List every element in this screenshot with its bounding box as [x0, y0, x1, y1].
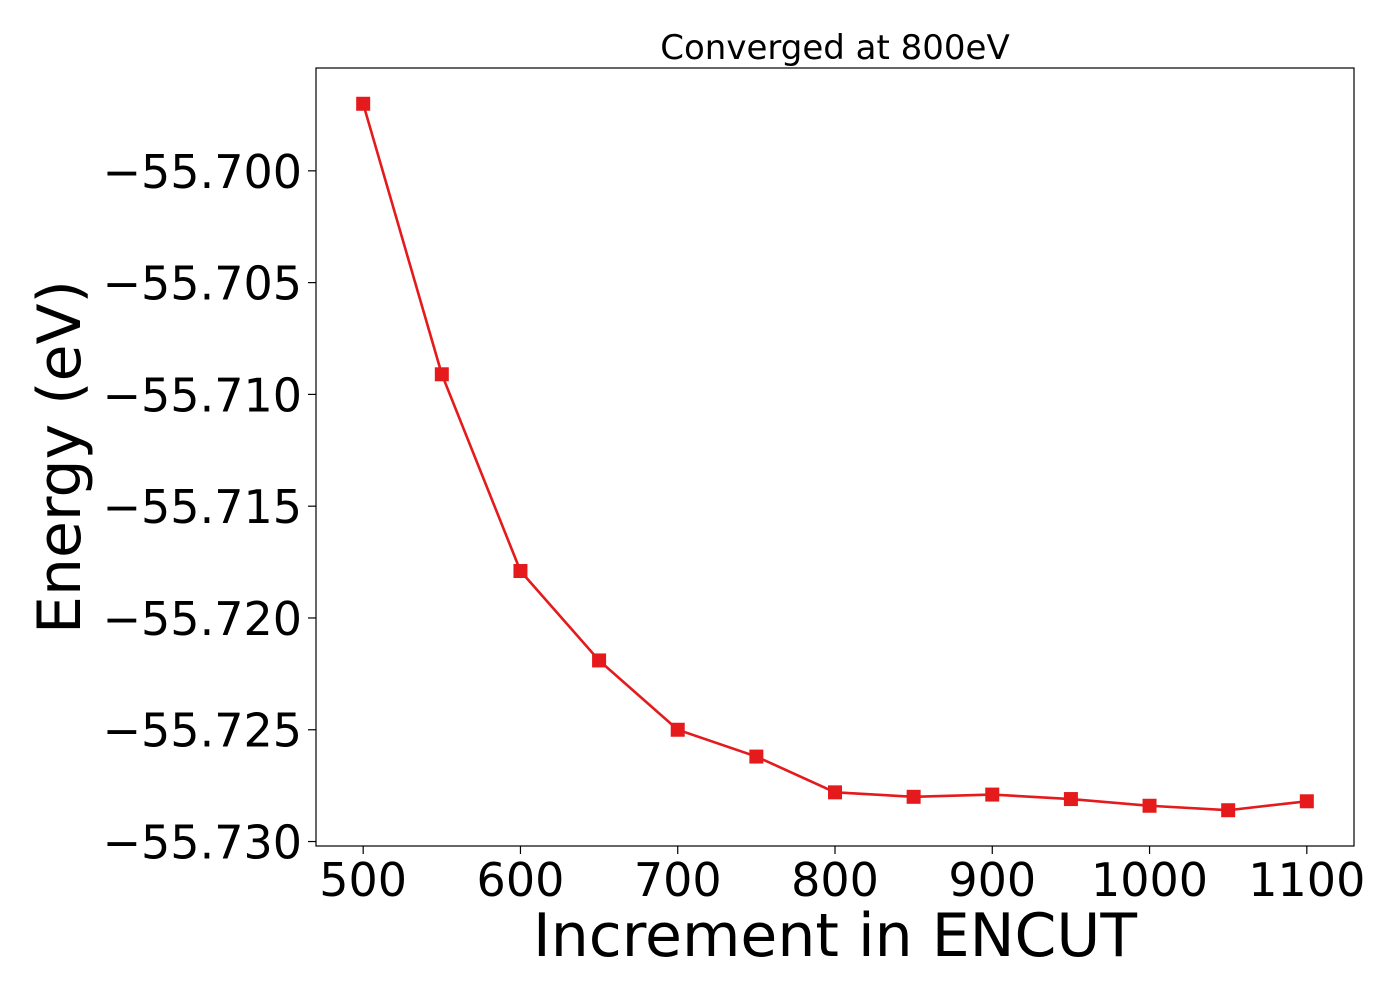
data-point-marker [434, 367, 449, 382]
y-tick-label: −55.720 [103, 592, 303, 646]
x-tick-label: 800 [791, 853, 879, 907]
data-point-marker [356, 96, 371, 111]
y-tick-label: −55.725 [103, 704, 303, 758]
data-point-marker [1063, 792, 1078, 807]
data-point-marker [985, 787, 1000, 802]
data-point-marker [749, 749, 764, 764]
data-point-marker [592, 653, 607, 668]
data-point-marker [1221, 803, 1236, 818]
y-tick-label: −55.700 [103, 145, 303, 199]
chart-title: Converged at 800eV [660, 28, 1009, 68]
series-markers [356, 96, 1314, 818]
x-axis-title: Increment in ENCUT [533, 901, 1137, 971]
x-tick-label: 900 [948, 853, 1036, 907]
y-tick-label: −55.710 [103, 368, 303, 422]
y-axis-title: Energy (eV) [25, 280, 95, 634]
data-point-marker [513, 564, 528, 579]
data-point-marker [670, 722, 685, 737]
data-point-marker [828, 785, 842, 800]
y-tick-label: −55.730 [103, 816, 303, 870]
data-point-marker [1142, 798, 1157, 813]
y-axis: −55.700 −55.705 −55.710 −55.715 −55.720 −55.7… [103, 145, 316, 870]
data-point-marker [906, 789, 921, 804]
data-point-marker [1299, 794, 1314, 809]
plot-frame [315, 67, 1355, 847]
x-tick-label: 1000 [1091, 853, 1208, 907]
x-tick-label: 500 [319, 853, 407, 907]
x-tick-label: 1100 [1248, 853, 1365, 907]
y-tick-label: −55.715 [103, 480, 303, 534]
x-tick-label: 700 [634, 853, 722, 907]
y-tick-label: −55.705 [103, 257, 303, 311]
x-axis: 500 600 700 800 900 1000 1100 [319, 846, 1365, 907]
series-line [361, 103, 1307, 812]
x-tick-label: 600 [477, 853, 565, 907]
